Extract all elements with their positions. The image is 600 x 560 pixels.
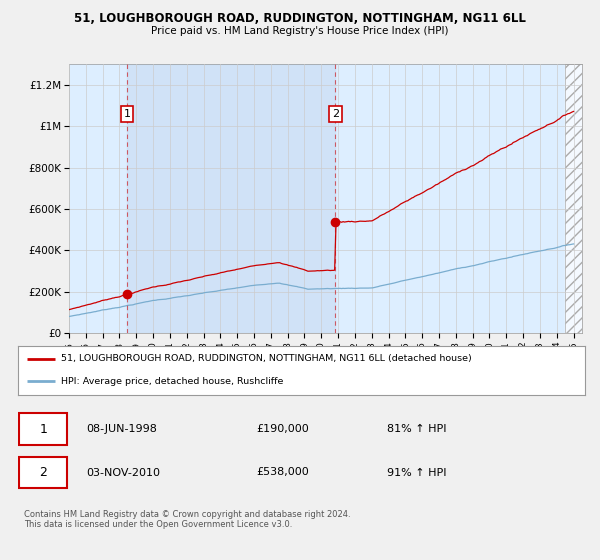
Text: 08-JUN-1998: 08-JUN-1998 — [86, 424, 157, 434]
Text: HPI: Average price, detached house, Rushcliffe: HPI: Average price, detached house, Rush… — [61, 377, 283, 386]
Text: 2: 2 — [332, 109, 339, 119]
Text: 91% ↑ HPI: 91% ↑ HPI — [386, 468, 446, 478]
Text: 51, LOUGHBOROUGH ROAD, RUDDINGTON, NOTTINGHAM, NG11 6LL (detached house): 51, LOUGHBOROUGH ROAD, RUDDINGTON, NOTTI… — [61, 354, 471, 363]
FancyBboxPatch shape — [19, 413, 67, 445]
Text: 03-NOV-2010: 03-NOV-2010 — [86, 468, 160, 478]
Text: Contains HM Land Registry data © Crown copyright and database right 2024.
This d: Contains HM Land Registry data © Crown c… — [24, 510, 350, 529]
Bar — [127, 64, 335, 333]
Bar — [565, 64, 582, 333]
Text: £190,000: £190,000 — [256, 424, 309, 434]
Text: 1: 1 — [40, 423, 47, 436]
Text: 1: 1 — [124, 109, 130, 119]
Bar — [565, 64, 582, 333]
Text: 81% ↑ HPI: 81% ↑ HPI — [386, 424, 446, 434]
Text: Price paid vs. HM Land Registry's House Price Index (HPI): Price paid vs. HM Land Registry's House … — [151, 26, 449, 36]
Text: 2: 2 — [40, 466, 47, 479]
Text: £538,000: £538,000 — [256, 468, 309, 478]
FancyBboxPatch shape — [19, 457, 67, 488]
Text: 51, LOUGHBOROUGH ROAD, RUDDINGTON, NOTTINGHAM, NG11 6LL: 51, LOUGHBOROUGH ROAD, RUDDINGTON, NOTTI… — [74, 12, 526, 25]
